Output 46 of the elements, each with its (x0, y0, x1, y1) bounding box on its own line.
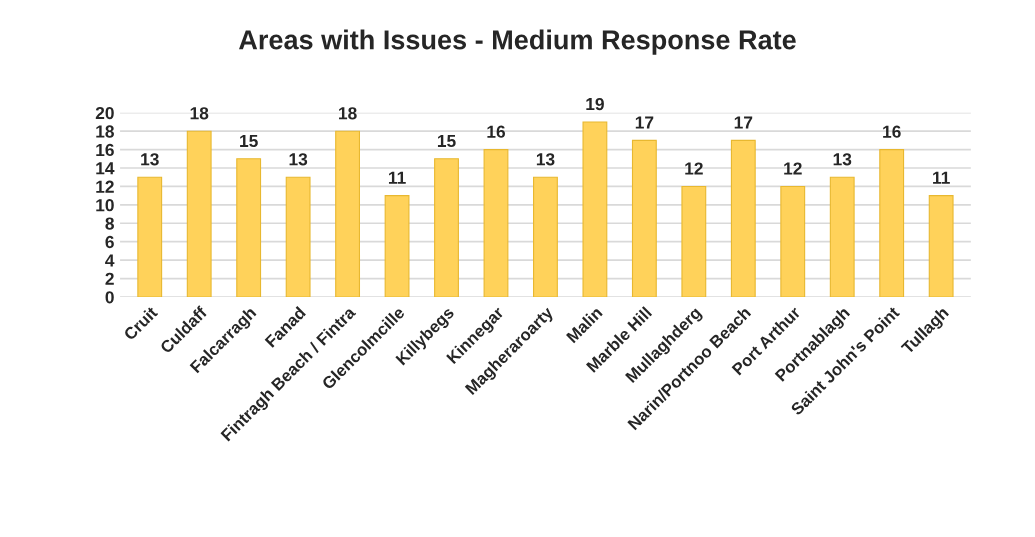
y-tick-label: 4 (105, 254, 115, 267)
data-label: 19 (586, 97, 604, 111)
bar (186, 130, 212, 297)
bar (236, 158, 262, 297)
bar (631, 139, 657, 297)
data-label: 15 (437, 134, 456, 148)
y-tick-label: 12 (96, 180, 114, 193)
bar (582, 121, 608, 297)
data-label: 13 (833, 153, 852, 166)
data-label: 11 (388, 171, 406, 184)
bar (730, 139, 756, 297)
data-label: 16 (883, 125, 901, 138)
bar (137, 176, 163, 297)
data-label: 18 (339, 107, 357, 120)
bar (384, 195, 410, 297)
bar (285, 176, 311, 297)
data-label: 17 (635, 116, 654, 129)
bar (780, 185, 806, 297)
y-tick-label: 18 (96, 125, 114, 138)
chart-title: Areas with Issues - Medium Response Rate (239, 29, 796, 55)
data-label: 12 (784, 162, 802, 175)
bar (335, 130, 361, 297)
y-tick-label: 8 (105, 217, 114, 230)
y-tick-label: 20 (95, 106, 114, 120)
bar (928, 195, 954, 297)
y-tick-label: 6 (105, 235, 114, 249)
data-label: 16 (487, 125, 506, 138)
bar (533, 176, 558, 297)
bar (829, 176, 855, 297)
data-label: 13 (289, 153, 308, 166)
y-tick-label: 14 (96, 162, 115, 175)
y-tick-label: 10 (96, 199, 114, 212)
bar (434, 158, 459, 297)
y-tick-label: 16 (96, 143, 114, 157)
data-label: 11 (933, 171, 950, 184)
data-label: 13 (141, 153, 159, 166)
data-label: 18 (190, 107, 209, 120)
y-tick-label: 0 (105, 291, 114, 304)
data-label: 15 (240, 134, 258, 148)
data-label: 13 (536, 153, 555, 166)
data-label: 17 (734, 116, 753, 129)
bar (681, 185, 707, 297)
y-tick-label: 2 (105, 272, 114, 285)
data-label: 12 (685, 162, 703, 175)
bar (483, 149, 509, 297)
bar (879, 149, 905, 297)
